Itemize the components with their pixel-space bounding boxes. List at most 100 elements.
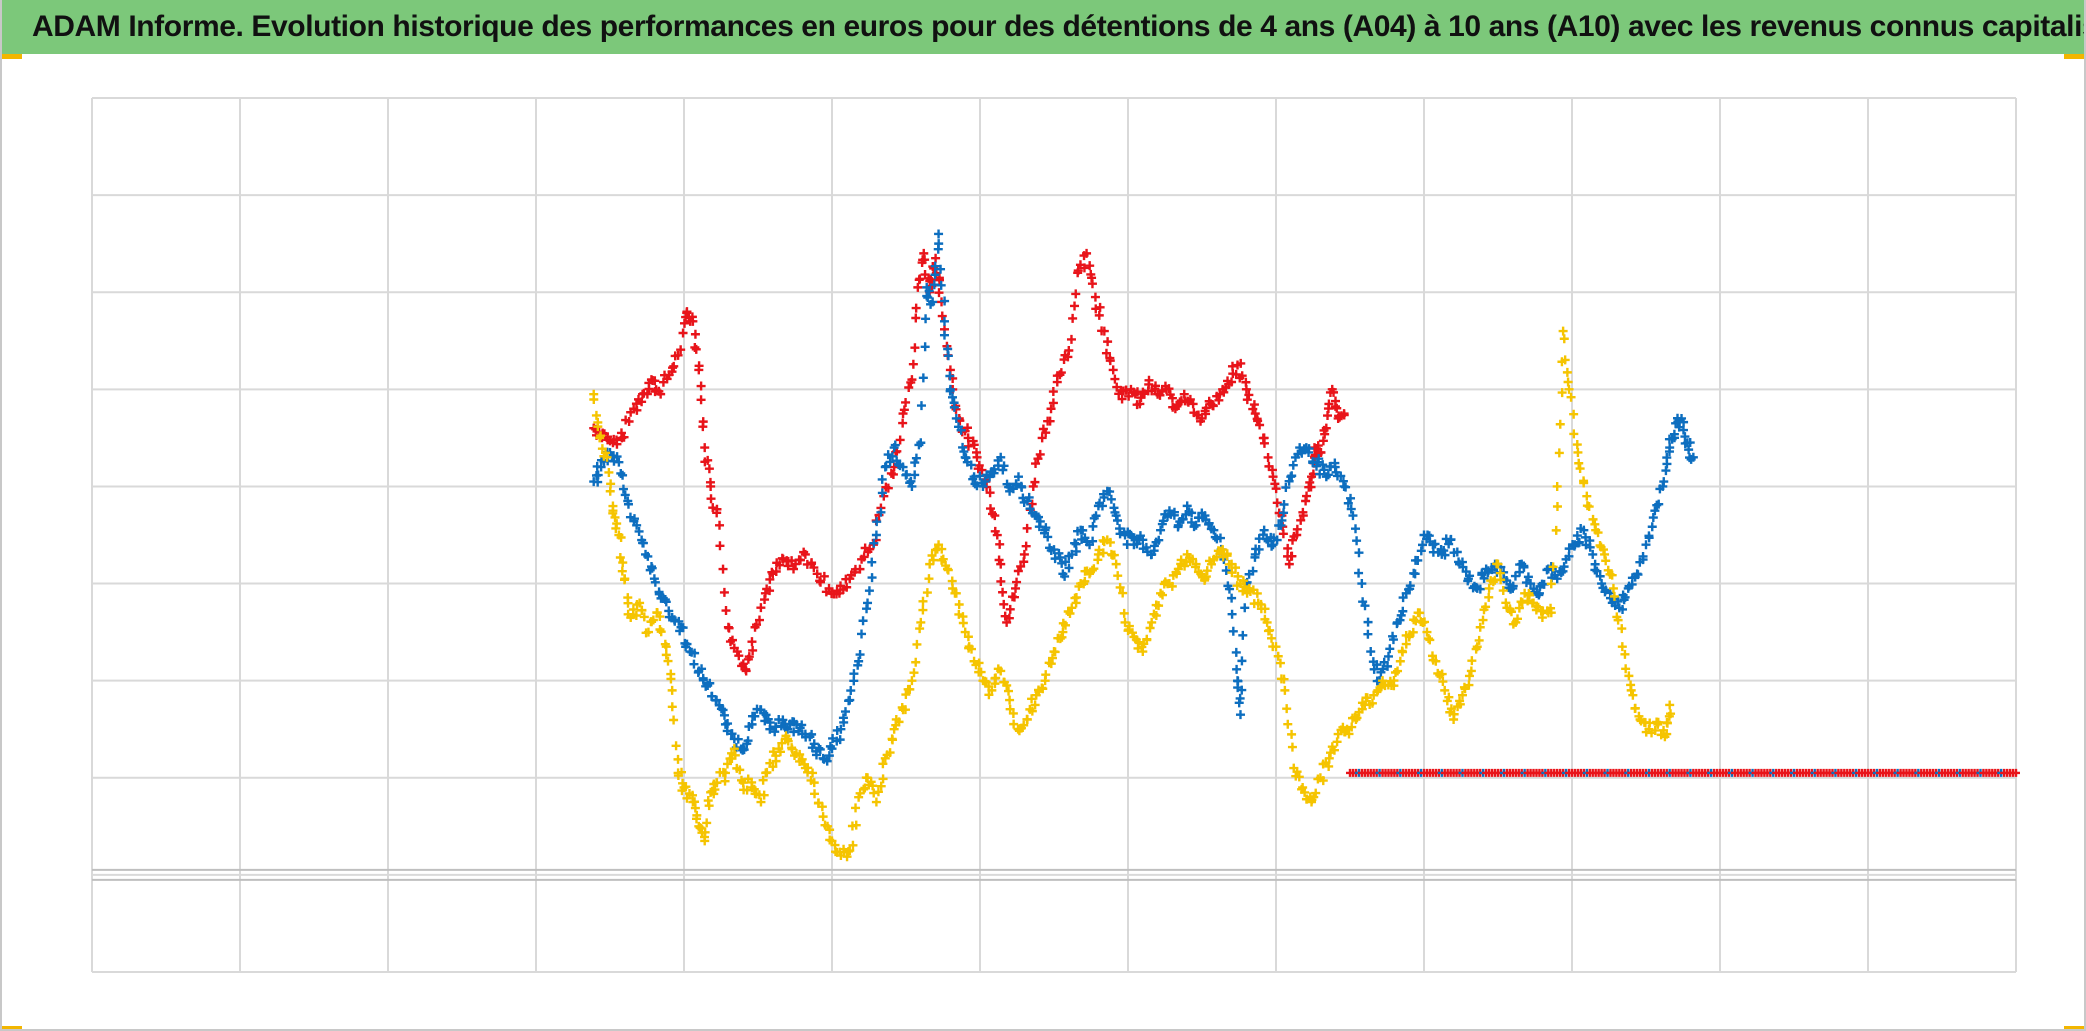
data-point-marker: [765, 586, 775, 596]
data-point-marker: [1028, 481, 1038, 491]
data-point-marker: [1546, 579, 1556, 589]
data-point-marker: [921, 314, 931, 324]
data-point-marker: [845, 846, 855, 856]
data-point-marker: [908, 359, 918, 369]
data-point-marker: [1552, 481, 1562, 491]
data-point-marker: [842, 852, 852, 862]
data-point-marker: [998, 587, 1008, 597]
data-point-marker: [1484, 583, 1494, 593]
data-point-marker: [907, 676, 917, 686]
data-point-marker: [911, 453, 921, 463]
data-point-marker: [1688, 452, 1698, 462]
data-point-marker: [1351, 524, 1361, 534]
data-point-marker: [661, 650, 671, 660]
data-point-marker: [1514, 603, 1524, 613]
data-point-marker: [710, 785, 720, 795]
data-point-marker: [752, 620, 762, 630]
data-point-marker: [602, 452, 612, 462]
data-point-marker: [1684, 445, 1694, 455]
data-point-marker: [1552, 502, 1562, 512]
data-point-marker: [1265, 625, 1275, 635]
data-point-marker: [846, 686, 856, 696]
data-point-marker: [661, 642, 671, 652]
data-point-marker: [1078, 525, 1088, 535]
data-point-marker: [1405, 581, 1415, 591]
data-point-marker: [855, 564, 865, 574]
data-point-marker: [1224, 584, 1234, 594]
data-point-marker: [961, 453, 971, 463]
data-point-marker: [1588, 514, 1598, 524]
data-point-marker: [963, 433, 973, 443]
data-point-marker: [708, 503, 718, 513]
data-point-marker: [827, 744, 837, 754]
data-point-marker: [1283, 543, 1293, 553]
data-point-marker: [1284, 476, 1294, 486]
data-point-marker: [871, 797, 881, 807]
data-point-marker: [1484, 592, 1494, 602]
data-point-marker: [1022, 715, 1032, 725]
data-point-marker: [1176, 555, 1186, 565]
data-point-marker: [863, 598, 873, 608]
data-point-marker: [809, 739, 819, 749]
data-point-marker: [1493, 559, 1503, 569]
data-point-marker: [1065, 608, 1075, 618]
data-point-marker: [1444, 692, 1454, 702]
data-point-marker: [1519, 562, 1529, 572]
data-point-marker: [876, 781, 886, 791]
data-point-marker: [985, 488, 995, 498]
data-point-marker: [1572, 440, 1582, 450]
data-point-marker: [1254, 544, 1264, 554]
data-point-marker: [612, 519, 622, 529]
data-point-marker: [1111, 511, 1121, 521]
data-point-marker: [719, 587, 729, 597]
data-point-marker: [1049, 545, 1059, 555]
data-point-marker: [667, 685, 677, 695]
data-point-marker: [999, 461, 1009, 471]
data-point-marker: [1287, 729, 1297, 739]
data-point-marker: [1237, 371, 1247, 381]
data-point-marker: [789, 564, 799, 574]
data-point-marker: [996, 576, 1006, 586]
data-point-marker: [1027, 694, 1037, 704]
corner-accent-top-right: [2064, 54, 2086, 59]
data-point-marker: [1579, 525, 1589, 535]
data-point-marker: [1415, 608, 1425, 618]
data-point-marker: [787, 743, 797, 753]
data-point-marker: [807, 729, 817, 739]
data-point-marker: [1038, 684, 1048, 694]
data-point-marker: [1574, 458, 1584, 468]
data-point-marker: [783, 736, 793, 746]
data-point-marker: [1601, 556, 1611, 566]
data-point-marker: [1206, 559, 1216, 569]
data-point-marker: [783, 561, 793, 571]
data-point-marker: [666, 674, 676, 684]
data-point-marker: [1087, 279, 1097, 289]
data-point-marker: [1115, 582, 1125, 592]
data-point-marker: [1055, 553, 1065, 563]
data-point-marker: [721, 606, 731, 616]
data-point-marker: [1618, 604, 1628, 614]
data-point-marker: [712, 778, 722, 788]
data-point-marker: [1654, 499, 1664, 509]
data-point-marker: [1209, 525, 1219, 535]
data-point-marker: [1286, 551, 1296, 561]
data-point-marker: [1347, 722, 1357, 732]
data-point-marker: [905, 684, 915, 694]
data-point-marker: [1182, 501, 1192, 511]
data-point-marker: [883, 483, 893, 493]
data-point-marker: [1008, 708, 1018, 718]
data-point-marker: [1064, 345, 1074, 355]
data-point-marker: [1260, 604, 1270, 614]
data-point-marker: [909, 668, 919, 678]
data-point-marker: [1424, 634, 1434, 644]
data-point-marker: [1425, 635, 1435, 645]
data-point-marker: [1342, 724, 1352, 734]
data-point-marker: [623, 598, 633, 608]
data-point-marker: [1626, 685, 1636, 695]
data-point-marker: [1585, 542, 1595, 552]
data-point-marker: [1449, 709, 1459, 719]
data-point-marker: [904, 383, 914, 393]
data-point-marker: [1314, 454, 1324, 464]
data-point-marker: [706, 494, 716, 504]
data-point-marker: [1383, 661, 1393, 671]
